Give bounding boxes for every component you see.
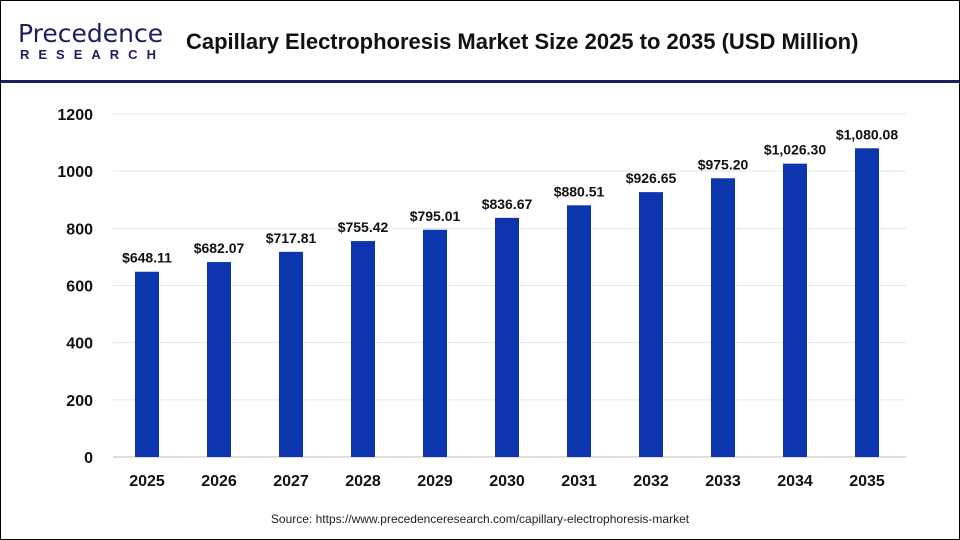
bar-2032 bbox=[639, 192, 663, 457]
data-label: $755.42 bbox=[338, 219, 389, 235]
x-tick-label: 2028 bbox=[345, 473, 381, 490]
y-tick-label: 400 bbox=[66, 336, 93, 353]
header-divider bbox=[1, 80, 959, 83]
data-label: $1,026.30 bbox=[764, 142, 826, 158]
source-note: Source: https://www.precedenceresearch.c… bbox=[270, 512, 690, 526]
x-tick-label: 2025 bbox=[129, 473, 165, 490]
bar-2025 bbox=[135, 271, 159, 457]
bar-2034 bbox=[783, 163, 807, 458]
bar-2030 bbox=[495, 217, 519, 457]
x-tick-label: 2029 bbox=[417, 473, 453, 490]
x-tick-label: 2026 bbox=[201, 473, 237, 490]
precedence-research-logo: Precedence RESEARCH bbox=[18, 19, 165, 63]
y-tick-label: 800 bbox=[66, 221, 93, 238]
bar-2026 bbox=[207, 262, 231, 457]
data-label: $682.07 bbox=[194, 240, 245, 256]
chart-title: Capillary Electrophoresis Market Size 20… bbox=[186, 29, 859, 54]
data-label: $836.67 bbox=[482, 196, 533, 212]
data-label: $717.81 bbox=[266, 230, 317, 246]
x-tick-label: 2031 bbox=[561, 473, 597, 490]
y-tick-label: 600 bbox=[66, 279, 93, 296]
data-label: $926.65 bbox=[626, 170, 677, 186]
bar-2029 bbox=[423, 229, 447, 457]
x-tick-label: 2027 bbox=[273, 473, 309, 490]
x-tick-label: 2033 bbox=[705, 473, 741, 490]
bar-2035 bbox=[855, 148, 879, 457]
bar-2033 bbox=[711, 178, 735, 457]
y-tick-label: 200 bbox=[66, 393, 93, 410]
logo-line1: Precedence bbox=[18, 19, 164, 48]
x-tick-label: 2034 bbox=[777, 473, 813, 490]
bar-2031 bbox=[567, 205, 591, 457]
bar-2027 bbox=[279, 251, 303, 457]
y-tick-label: 1000 bbox=[57, 164, 93, 181]
bar-2028 bbox=[351, 241, 375, 457]
x-tick-label: 2035 bbox=[849, 473, 885, 490]
data-label: $648.11 bbox=[122, 250, 172, 266]
y-tick-label: 0 bbox=[84, 450, 93, 467]
x-tick-label: 2032 bbox=[633, 473, 669, 490]
data-label: $1,080.08 bbox=[836, 126, 898, 142]
data-label: $975.20 bbox=[698, 156, 749, 172]
y-tick-label: 1200 bbox=[57, 107, 93, 124]
logo-line2: RESEARCH bbox=[20, 47, 165, 62]
x-tick-label: 2030 bbox=[489, 473, 525, 490]
data-label: $795.01 bbox=[410, 208, 461, 224]
data-label: $880.51 bbox=[554, 183, 605, 199]
